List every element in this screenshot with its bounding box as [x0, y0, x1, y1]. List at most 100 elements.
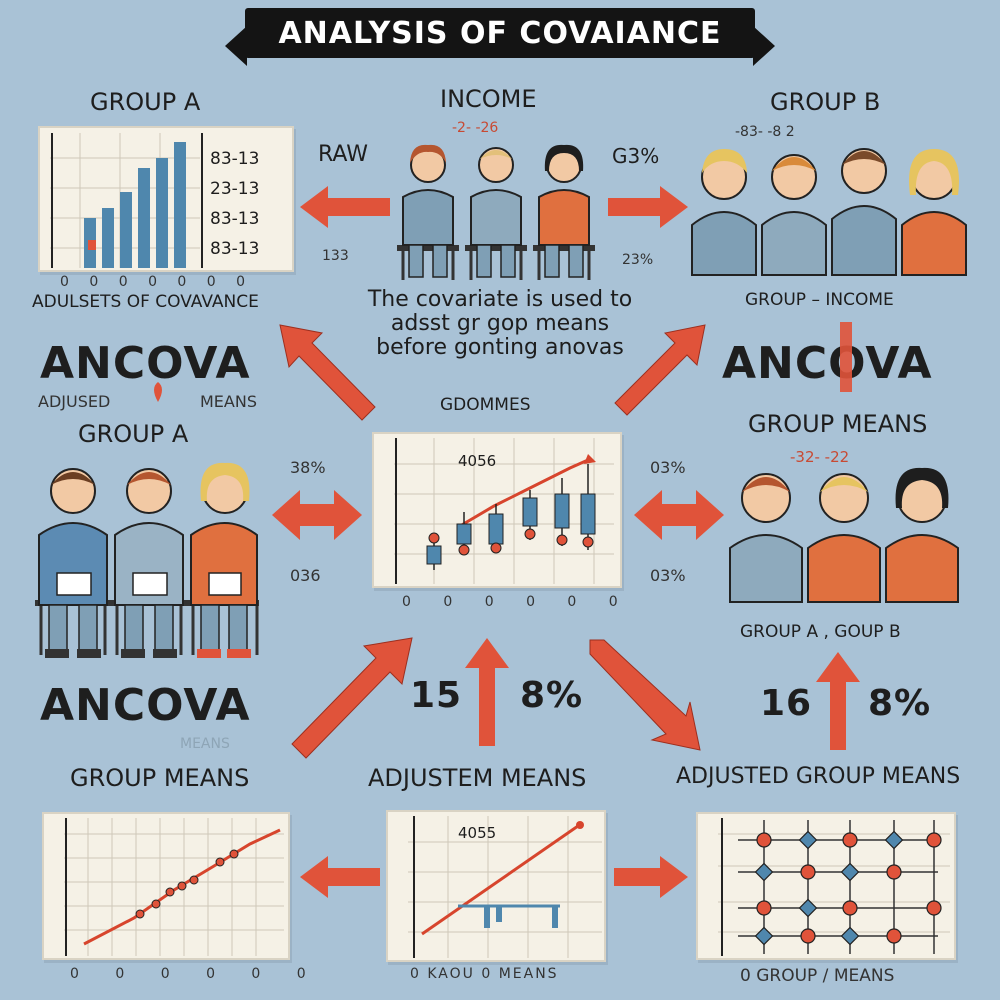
- arrow-right-top-icon: [608, 186, 688, 228]
- pct-right-bottom: 03%: [650, 566, 686, 585]
- person-m3: [187, 462, 259, 658]
- up-arrow-right-icon: [816, 652, 860, 750]
- raw-label: RAW: [318, 142, 368, 167]
- bottom-right-chart-panel: [696, 812, 956, 960]
- bottom-center-trend-line: [421, 824, 579, 936]
- stat-left-a: 15: [410, 675, 463, 716]
- pct-right-label: G3%: [612, 144, 660, 168]
- double-arrow-left-icon: [272, 490, 362, 540]
- stat-right-b: 8%: [868, 683, 932, 724]
- marker-right-icon: [840, 322, 852, 392]
- pct-right-sub: 23%: [622, 252, 654, 268]
- stat-right-a: 16: [760, 683, 813, 724]
- banner-tail-left: [225, 26, 247, 66]
- box-4: [522, 497, 538, 527]
- middle-center-chart: [394, 438, 614, 584]
- center-chart-value: 4056: [458, 452, 497, 470]
- bar-6: [174, 142, 186, 268]
- middle-right-people: [729, 467, 959, 603]
- center-title: GDOMMES: [440, 395, 531, 415]
- pct-left-top: 38%: [290, 458, 326, 477]
- box-3: [488, 513, 504, 545]
- table-value-4: 83-13: [210, 239, 260, 259]
- bottom-right-axis: 0 GROUP / MEANS: [740, 966, 895, 986]
- bottom-center-chart-panel: 4055: [386, 810, 606, 962]
- group-means-numbers: -32- -22: [790, 448, 850, 466]
- arrow-left-top-icon: [300, 186, 390, 228]
- diagonal-arrow-lower-right-icon: [589, 639, 701, 751]
- bar-2: [102, 208, 114, 268]
- adjusted-left-1: ADJUSED: [38, 392, 111, 411]
- diagonal-arrow-upper-left-icon: [279, 324, 376, 421]
- person-r1: [729, 473, 803, 603]
- middle-center-chart-panel: 4056: [372, 432, 622, 588]
- trend-arrowhead: [584, 454, 596, 464]
- middle-left-people: [35, 462, 259, 658]
- bottom-left-axis: 0 0 0 0 0 0: [70, 966, 322, 982]
- middle-right-caption: GROUP A , GOUP B: [740, 622, 901, 642]
- person-2: [465, 147, 527, 280]
- banner-tail-right: [753, 26, 775, 66]
- raw-sub: 133: [322, 248, 349, 264]
- double-arrow-right-icon: [634, 490, 724, 540]
- top-right-caption: GROUP – INCOME: [745, 290, 894, 310]
- top-income-label: INCOME: [440, 85, 537, 113]
- bottom-left-chart-panel: [42, 812, 290, 960]
- bottom-center-chart: [408, 816, 602, 958]
- bottom-left-chart: [64, 818, 284, 956]
- person-b1: [691, 149, 757, 276]
- arrow-right-bottom-icon: [614, 856, 688, 898]
- diagonal-arrow-lower-left-icon: [291, 637, 413, 759]
- person-m2: [111, 468, 187, 658]
- faded-means-label: MEANS: [180, 736, 230, 752]
- ancova-bottom-left-label: ANCOVA: [40, 680, 251, 731]
- income-numbers: -2- -26: [452, 120, 499, 136]
- center-axis: 0 0 0 0 0 0: [402, 594, 632, 610]
- ancova-left-label: ANCOVA: [40, 338, 251, 389]
- person-m1: [35, 468, 111, 658]
- up-arrow-center-icon: [465, 638, 509, 746]
- bar-accent: [88, 240, 96, 250]
- page-title: ANALYSIS OF COVAIANCE: [245, 8, 755, 58]
- bar-4: [138, 168, 150, 268]
- diagonal-arrow-upper-right-icon: [614, 324, 706, 416]
- person-3: [533, 144, 595, 280]
- bottom-center-value: 4055: [458, 824, 497, 842]
- top-group-b-label: GROUP B: [770, 88, 881, 116]
- top-left-bar-chart: [50, 133, 203, 268]
- person-1: [397, 144, 459, 280]
- box-1: [426, 545, 442, 565]
- top-right-people: [691, 148, 967, 276]
- group-b-numbers: -83- -8 2: [735, 124, 795, 140]
- person-b2: [761, 154, 827, 276]
- person-r3: [885, 467, 959, 603]
- center-note: The covariate is used to adsst gr gop me…: [367, 287, 633, 360]
- adjusted-left-2: MEANS: [200, 392, 257, 411]
- person-b4: [901, 149, 967, 276]
- table-value-2: 23-13: [210, 179, 260, 199]
- table-value-3: 83-13: [210, 209, 260, 229]
- top-left-bar-chart-panel: 83-13 23-13 83-13 83-13: [38, 126, 294, 272]
- top-left-axis-ticks: 0 0 0 0 0 0 0: [60, 274, 254, 290]
- group-means-right-label: GROUP MEANS: [748, 410, 928, 438]
- top-left-caption: ADULSETS OF COVAVANCE: [32, 292, 259, 312]
- arrow-left-bottom-icon: [300, 856, 380, 898]
- person-r2: [807, 473, 881, 603]
- bar-3: [120, 192, 132, 268]
- bottom-adjusted-group-label: ADJUSTED GROUP MEANS: [676, 764, 961, 789]
- trend-line: [459, 458, 589, 528]
- ancova-right-label: ANCOVA: [722, 338, 933, 389]
- bottom-center-axis: 0 KAOU 0 MEANS: [410, 966, 559, 982]
- top-center-people: [397, 144, 595, 280]
- marker-left-icon: [154, 382, 162, 402]
- box-6: [580, 493, 596, 535]
- stat-left-b: 8%: [520, 675, 584, 716]
- bottom-right-chart: [718, 818, 950, 956]
- box-5: [554, 493, 570, 529]
- middle-group-a-label: GROUP A: [78, 420, 189, 448]
- pct-right-top: 03%: [650, 458, 686, 477]
- person-b3: [831, 148, 897, 276]
- box-2: [456, 523, 472, 545]
- table-value-1: 83-13: [210, 149, 260, 169]
- pct-left-bottom: 036: [290, 566, 321, 585]
